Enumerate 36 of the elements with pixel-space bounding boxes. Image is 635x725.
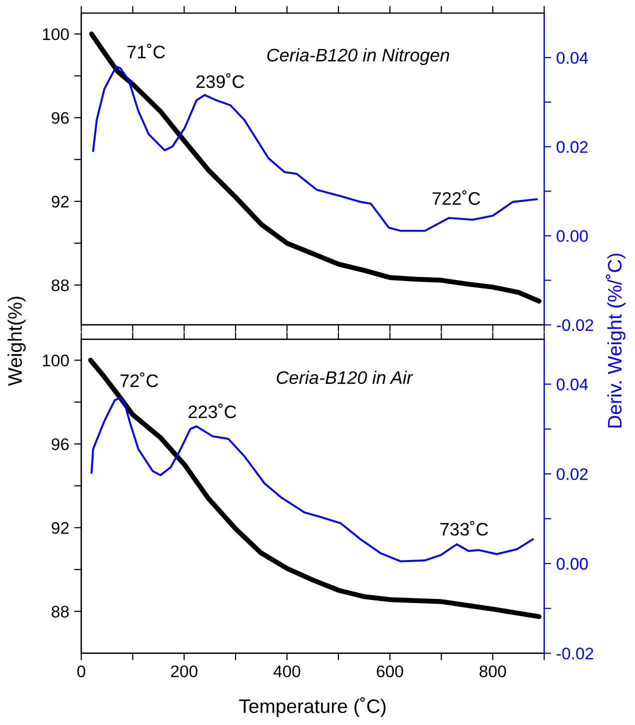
- y2-axis-title: Deriv. Weight (%/˚C): [606, 254, 626, 428]
- y2-tick-label: 0.04: [556, 52, 588, 64]
- y-tick-label: 100: [42, 28, 69, 40]
- y2-tick-label: -0.02: [556, 319, 594, 332]
- y2-tick-label: 0.04: [556, 378, 588, 390]
- y2-tick-label: 0.02: [556, 141, 588, 153]
- text: Ceria-B120 in Air: [276, 370, 414, 384]
- line-series: [90, 396, 534, 562]
- annotation: 239˚C: [196, 73, 244, 88]
- y-tick-label: 100: [42, 354, 69, 366]
- x-tick-label: 0: [77, 665, 86, 678]
- x-tick-label: 400: [274, 665, 300, 678]
- annotation: 223˚C: [188, 404, 236, 418]
- annotation: 722˚C: [432, 190, 480, 205]
- line-series: [92, 66, 538, 232]
- y2-tick-label: 0.00: [556, 230, 588, 242]
- y-tick-label: 88: [52, 279, 69, 292]
- annotation: 72˚C: [120, 372, 158, 388]
- x-tick-label: 800: [480, 665, 506, 678]
- line-series: [89, 32, 542, 304]
- y-tick-label: 92: [52, 196, 69, 208]
- y-tick-label: 88: [52, 606, 69, 618]
- y-axis-title: Weight(%): [8, 296, 26, 386]
- annotation: 733˚C: [440, 520, 488, 536]
- y-tick-label: 96: [52, 112, 69, 124]
- line-series: [88, 358, 542, 620]
- y-tick-label: 96: [52, 438, 69, 450]
- y2-tick-label: -0.02: [556, 648, 594, 660]
- x-axis-title: Temperature (˚C): [239, 697, 386, 717]
- y2-tick-label: 0.02: [556, 468, 588, 480]
- annotation: 71˚C: [127, 44, 165, 58]
- x-tick-label: 600: [376, 665, 404, 678]
- x-tick-label: 200: [171, 665, 198, 678]
- y2-tick-label: 0.00: [556, 558, 588, 570]
- y-tick-label: 92: [52, 522, 69, 534]
- text: Ceria-B120 in Nitrogen: [267, 48, 450, 66]
